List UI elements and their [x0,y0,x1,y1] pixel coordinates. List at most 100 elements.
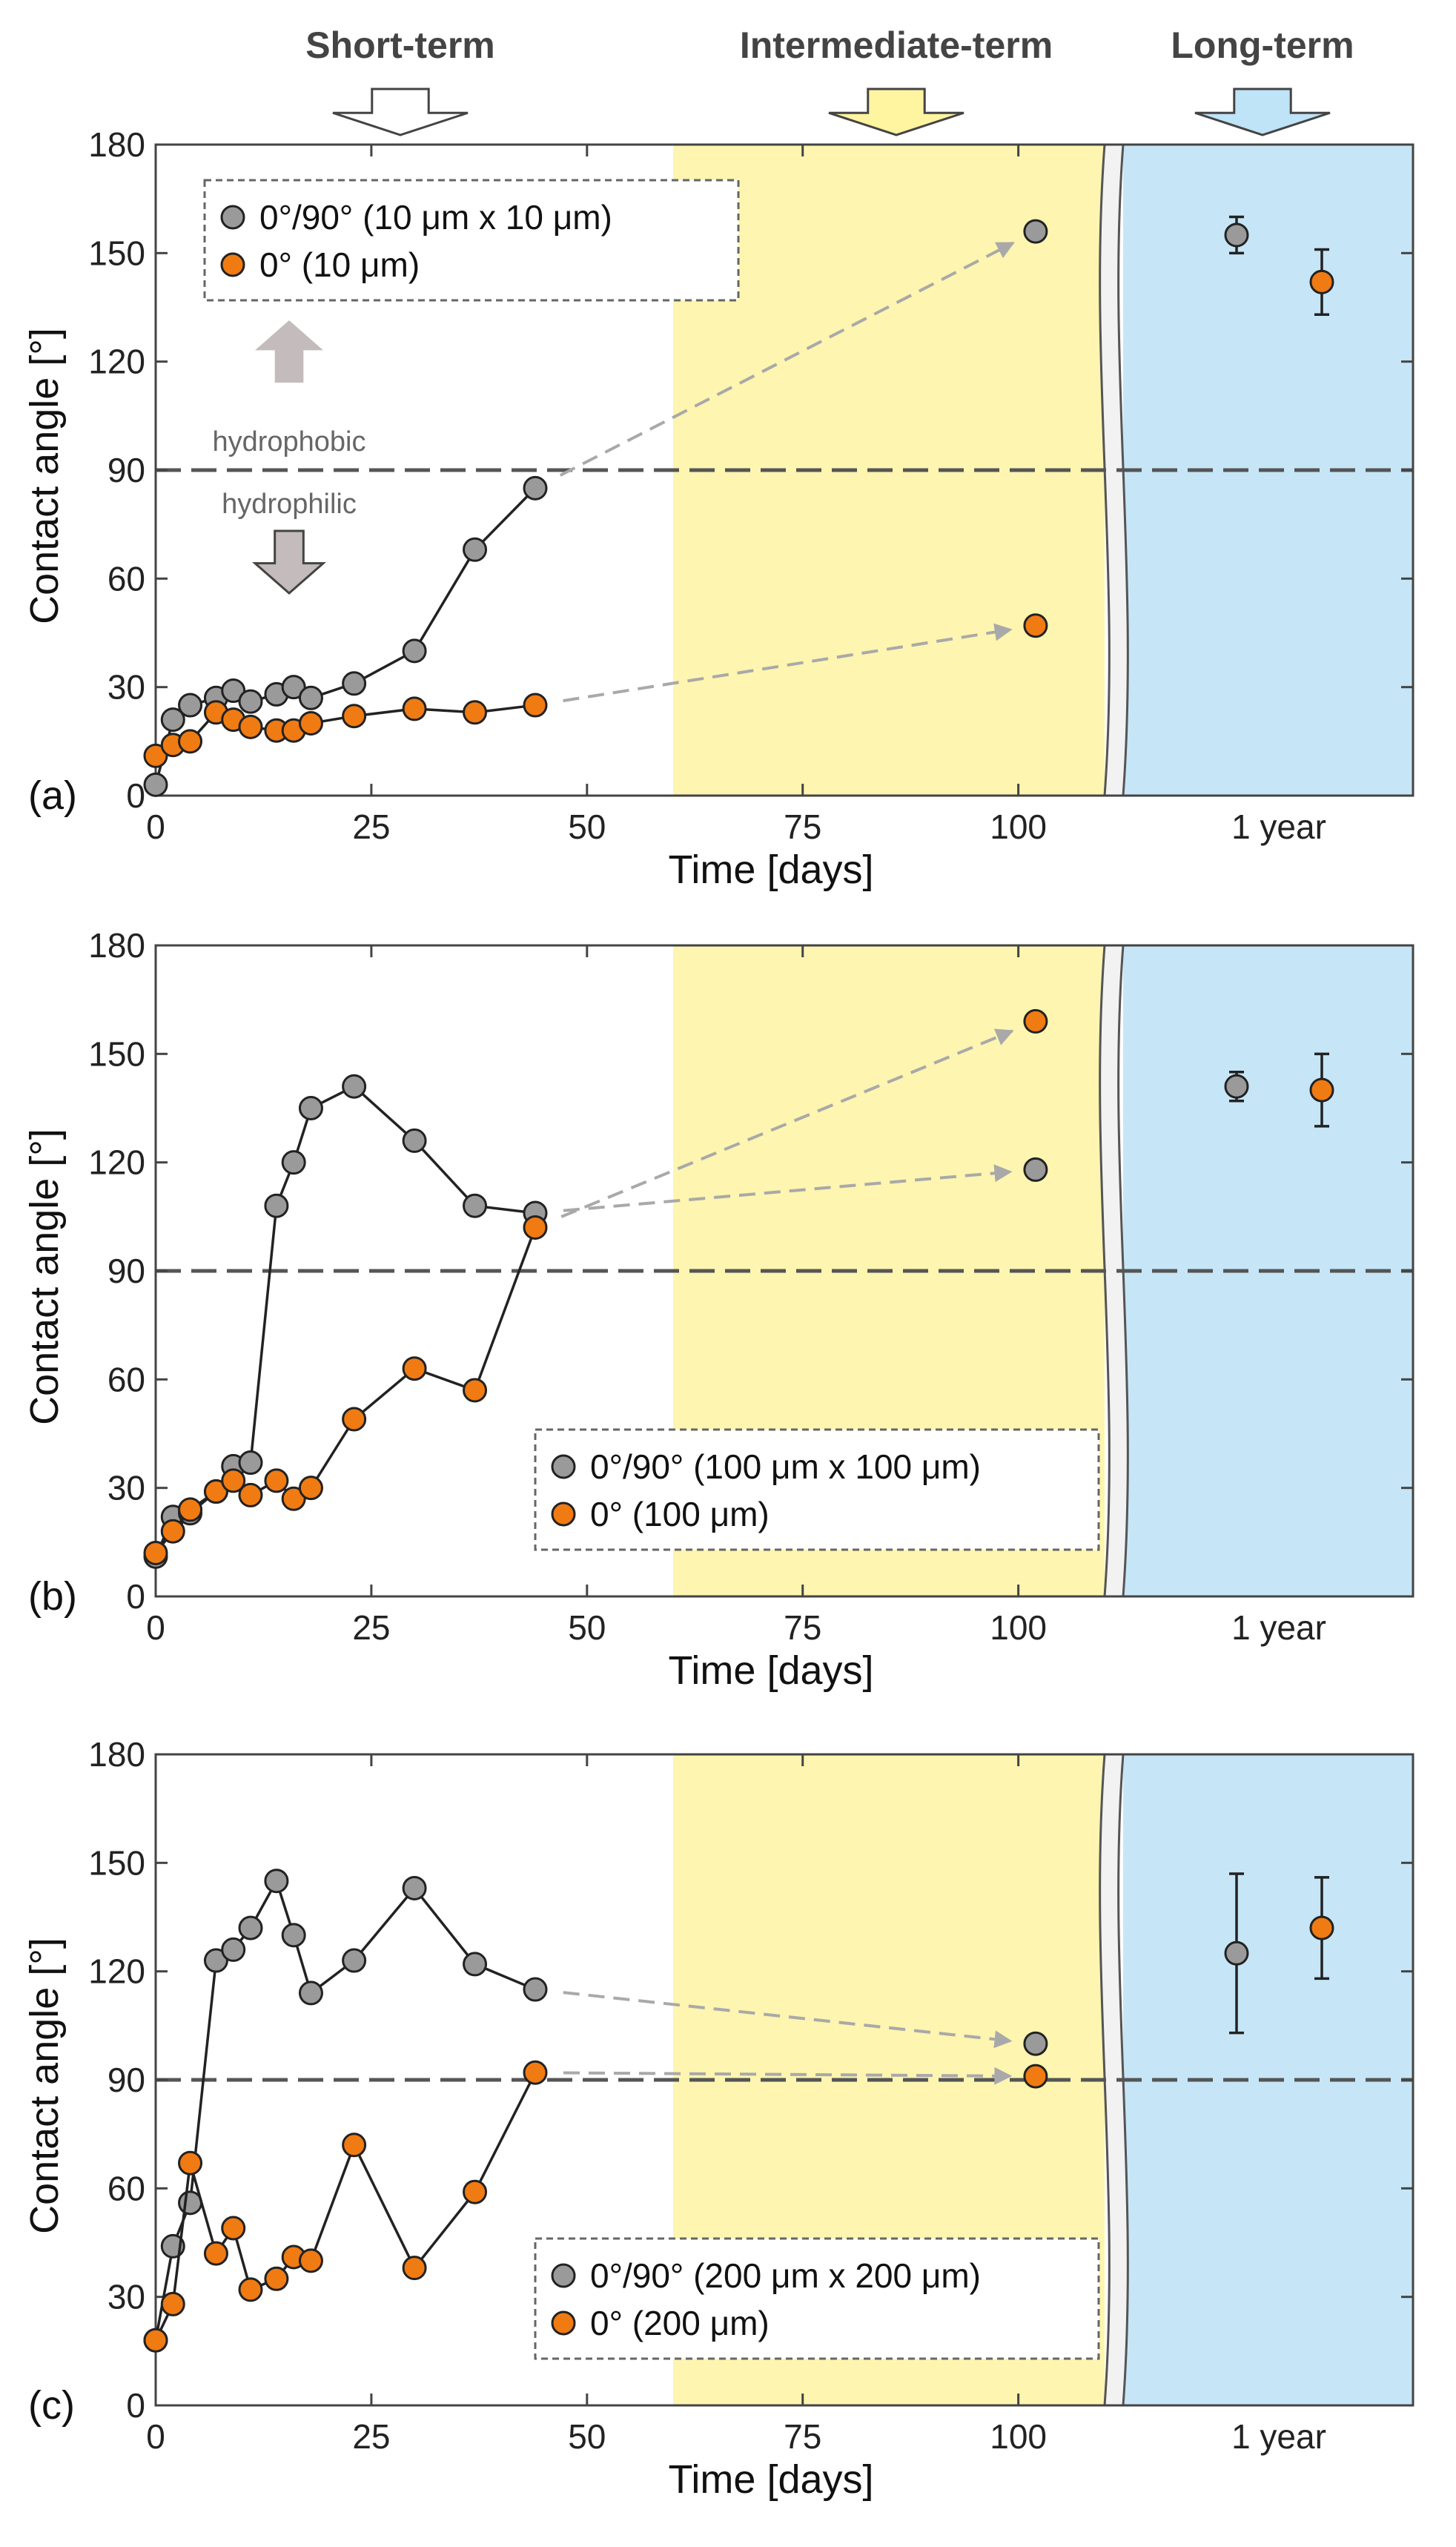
legend-label-orange: 0° (10 μm) [259,245,420,284]
data-point [523,1977,548,2002]
series-gray [143,215,1249,797]
x-tick-label: 0 [146,2417,165,2456]
x-axis-title: Time [days] [668,1648,873,1693]
data-point [402,696,427,721]
trend-arrow [560,1028,1014,1218]
y-axis-title: Contact angle [°] [22,1937,67,2234]
y-tick-label: 120 [88,1143,145,1182]
one-year-point [1309,269,1334,294]
intermediate-point [1023,2031,1048,2056]
data-point [238,1915,263,1940]
data-point [402,638,427,664]
legend-label-orange: 0° (100 μm) [590,1495,770,1533]
data-point [178,1497,203,1522]
data-point [238,1450,263,1476]
axis-break-band [1099,945,1128,1596]
y-tick-label: 120 [88,343,145,381]
y-tick-label: 180 [88,1735,145,1774]
data-point [463,537,488,562]
x-tick-label: 25 [352,1608,390,1647]
y-tick-label: 60 [107,1360,145,1398]
intermediate-term-label: Intermediate-term [740,24,1053,66]
data-point [342,1407,367,1432]
data-point [203,1479,228,1504]
y-tick-label: 150 [88,1034,145,1073]
data-point [402,1128,427,1153]
data-point [342,1948,367,1973]
data-point [264,1869,289,1894]
data-point [221,678,246,704]
y-tick-label: 60 [107,2169,145,2207]
legend-label-gray: 0°/90° (10 μm x 10 μm) [259,198,612,237]
data-point [463,700,488,725]
data-point [342,704,367,729]
x-tick-label: 50 [568,1608,606,1647]
data-point [281,1923,306,1948]
legend-label-gray: 0°/90° (200 μm x 200 μm) [590,2256,981,2295]
y-tick-label: 120 [88,1952,145,1991]
y-tick-label: 90 [107,451,145,489]
legend: 0°/90° (200 μm x 200 μm) 0° (200 μm) [534,2237,1100,2360]
x-tick-label: 0 [146,1608,165,1647]
panel-label: (c) [28,2383,75,2428]
y-tick-label: 150 [88,234,145,272]
intermediate-point [1023,1157,1048,1182]
legend-box [534,1428,1100,1551]
data-point [203,2241,228,2266]
y-tick-label: 0 [126,776,145,815]
data-point [238,689,263,714]
y-tick-label: 150 [88,1843,145,1882]
one-year-tick-label: 1 year [1231,2417,1326,2456]
x-tick-label: 50 [568,2417,606,2456]
data-point [523,2060,548,2085]
x-tick-label: 50 [568,807,606,846]
data-point [281,1486,306,1511]
data-point [463,2179,488,2204]
data-point [238,2277,263,2302]
data-point [221,1468,246,1493]
y-tick-label: 60 [107,559,145,598]
data-point [221,2216,246,2241]
hydrophilic-label: hydrophilic [222,489,357,520]
data-point [264,1193,289,1218]
panel-label: (a) [28,773,77,818]
intermediate-point [1023,219,1048,244]
legend-marker-orange [551,2310,576,2336]
data-point [221,1937,246,1962]
long-term-label: Long-term [1171,24,1354,66]
one-year-point [1224,222,1249,248]
chart-panel-c: 0 30 60 90 120 150 180 0 25 50 75 100 1 year Time [da… [22,1735,1414,2502]
data-point [160,2291,185,2316]
axis-break-line-left [1099,945,1111,1597]
series-line [154,2072,537,2341]
legend-marker-orange [220,252,245,277]
x-tick-label: 100 [990,1608,1047,1647]
x-axis-title: Time [days] [668,848,873,892]
legend-marker-orange [551,1502,576,1527]
data-point [143,2328,168,2353]
y-tick-label: 30 [107,2278,145,2316]
data-point [463,1193,488,1218]
chart-panels: 0 30 60 90 120 150 180 0 25 50 75 100 1 year Time [da… [22,125,1414,2502]
data-point [402,1356,427,1381]
x-tick-label: 100 [990,2417,1047,2456]
data-point [298,685,323,710]
axis-break-band [1099,1754,1128,2405]
x-tick-label: 0 [146,807,165,846]
data-point [298,2248,323,2273]
data-point [342,1074,367,1099]
trend-arrow [559,241,1015,477]
one-year-point [1309,1077,1334,1103]
data-point [281,675,306,700]
data-point [523,475,548,501]
y-tick-label: 180 [88,926,145,965]
series-line [154,487,537,785]
legend: 0°/90° (10 μm x 10 μm) 0° (10 μm) [203,179,740,302]
series-gray [143,1869,1249,2353]
y-tick-label: 180 [88,125,145,164]
data-point [143,1540,168,1565]
data-point [463,1952,488,1977]
data-point [264,2266,289,2291]
axis-break-line-right [1117,144,1129,796]
